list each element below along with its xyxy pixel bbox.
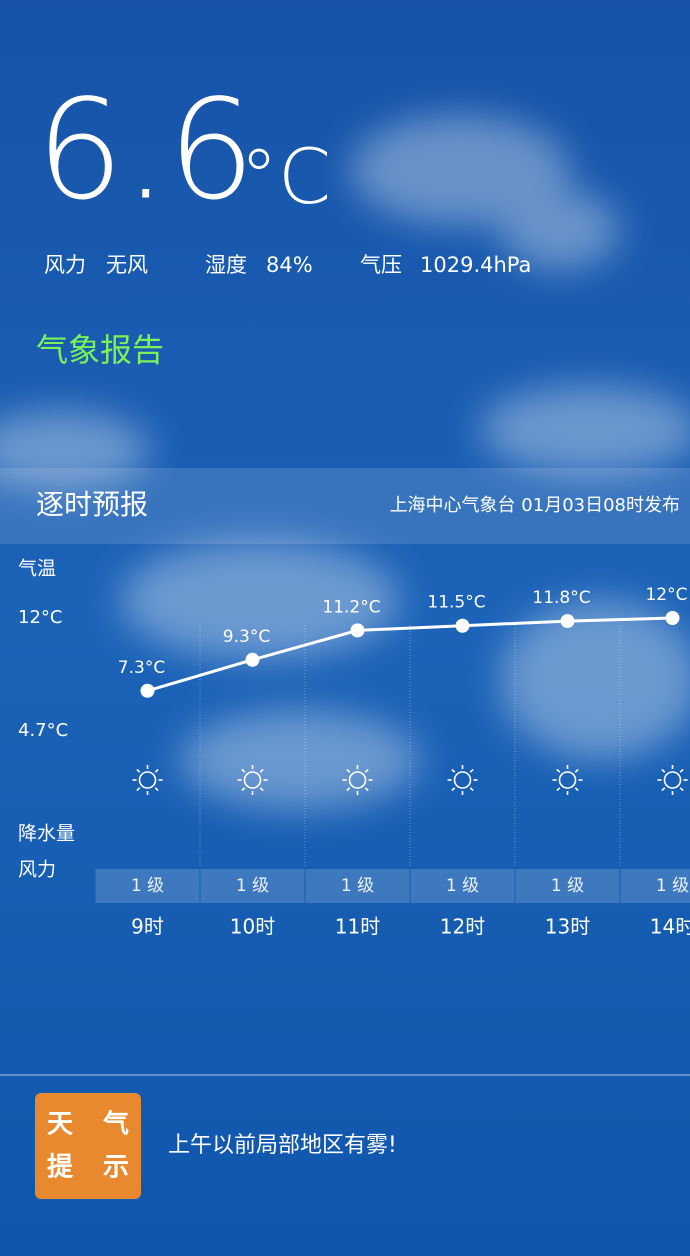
tip-badge-char: 天 [47, 1110, 73, 1140]
sun-ray [469, 768, 474, 773]
hour-label: 13时 [545, 915, 590, 939]
sun-disc [663, 771, 682, 789]
temperature-point [665, 611, 680, 625]
wind-level: 1 级 [131, 876, 164, 896]
sunny-icon [447, 765, 478, 795]
sun-disc [558, 771, 577, 789]
temperature-row-label: 气温 [18, 558, 56, 580]
wind-value: 无风 [106, 253, 148, 277]
sun-ray [364, 787, 369, 792]
hour-label: 9时 [131, 915, 164, 939]
sunny-icon [342, 765, 373, 795]
temperature-line [147, 616, 673, 693]
temperature-point [140, 683, 155, 698]
temperature-unit: °C [240, 132, 331, 221]
sun-ray [451, 768, 456, 773]
sun-ray [136, 787, 141, 792]
temperature-label: 11.8°C [532, 588, 590, 608]
hourly-title: 逐时预报 [36, 488, 148, 521]
report-link[interactable]: 气象报告 [36, 331, 164, 369]
sun-ray [346, 768, 351, 773]
temperature-point [350, 623, 365, 638]
sun-ray [661, 768, 666, 773]
wind-level: 1 级 [446, 876, 479, 896]
sun-ray [346, 787, 351, 792]
sun-ray [661, 787, 666, 792]
temperature-point [245, 652, 260, 667]
wind-cell [515, 869, 620, 903]
wind-level: 1 级 [551, 876, 584, 896]
sun-ray [241, 768, 246, 773]
wind-level: 1 级 [341, 876, 374, 896]
sun-ray [136, 768, 141, 773]
y-tick-label: 4.7°C [18, 720, 68, 741]
temperature-label: 7.3°C [118, 658, 165, 678]
sun-disc [138, 771, 157, 789]
sun-ray [154, 768, 159, 773]
wind-cell [95, 869, 200, 903]
sun-ray [154, 787, 159, 792]
y-tick-label: 12°C [18, 607, 62, 628]
hour-label: 14时 [650, 915, 690, 939]
clouds [0, 115, 690, 810]
sun-disc [243, 771, 262, 789]
sun-ray [451, 787, 456, 792]
sun-ray [679, 768, 684, 773]
sunny-icon [132, 765, 163, 795]
tip-badge-char: 提 [47, 1153, 74, 1183]
sun-ray [259, 768, 264, 773]
sun-ray [556, 787, 561, 792]
sun-ray [574, 787, 579, 792]
hour-label: 10时 [230, 915, 275, 939]
pressure-label: 气压 [360, 253, 402, 277]
sunny-icon [552, 765, 583, 795]
sunny-icon [237, 765, 268, 795]
temperature-point [560, 614, 575, 629]
temperature-label: 11.2°C [322, 597, 380, 617]
sun-disc [453, 771, 472, 789]
temperature-label: 9.3°C [223, 627, 270, 647]
sun-disc [348, 771, 367, 789]
precipitation-row-label: 降水量 [18, 823, 75, 845]
sunny-icon [657, 765, 688, 795]
hour-label: 11时 [335, 915, 380, 939]
hour-label: 12时 [440, 915, 485, 939]
hourly-source: 上海中心气象台 01月03日08时发布 [390, 495, 680, 516]
tip-badge [35, 1093, 141, 1199]
hourly-header [0, 468, 690, 544]
wind-level: 1 级 [236, 876, 269, 896]
temperature-label: 11.5°C [427, 593, 485, 613]
humidity-value: 84% [266, 253, 313, 277]
wind-row-label: 风力 [18, 859, 56, 881]
sun-ray [574, 768, 579, 773]
pressure-value: 1029.4hPa [420, 253, 531, 277]
wind-level: 1 级 [656, 876, 689, 896]
temperature-label: 12°C [645, 585, 687, 605]
sun-ray [556, 768, 561, 773]
sun-ray [364, 768, 369, 773]
wind-cell [410, 869, 515, 903]
temperature-point [455, 618, 470, 633]
tip-text: 上午以前局部地区有雾! [168, 1133, 397, 1158]
humidity-label: 湿度 [205, 253, 247, 277]
wind-cell [620, 869, 690, 903]
wind-label: 风力 [44, 253, 86, 277]
current-temperature: 6.6 [36, 70, 255, 231]
hourly-chart: 12°C 4.7°C 1 级 9时 1 级 10时 1 级 11时 1 级 12时 1 级 13时 1 … [18, 585, 690, 939]
wind-cell [200, 869, 305, 903]
sun-ray [469, 787, 474, 792]
wind-cell [305, 869, 410, 903]
sun-ray [241, 787, 246, 792]
tip-badge-char: 气 [102, 1109, 129, 1140]
tip-badge-char: 示 [103, 1153, 129, 1183]
sun-ray [679, 787, 684, 792]
sun-ray [259, 787, 264, 792]
